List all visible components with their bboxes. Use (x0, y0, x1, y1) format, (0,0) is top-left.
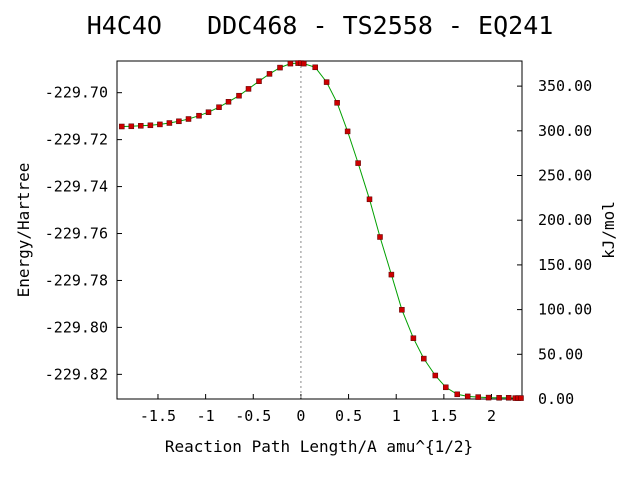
data-point (485, 394, 492, 401)
plot-area (119, 60, 524, 401)
data-point (496, 395, 502, 401)
x-tick-label: -0.5 (235, 407, 271, 425)
data-point (432, 372, 439, 379)
data-point (312, 64, 318, 71)
x-axis: -1.5 -1 -0.5 0 0.5 1 1.5 2 (140, 394, 496, 425)
data-point (344, 128, 351, 135)
data-point (505, 395, 512, 401)
y2-tick-label: 50.00 (538, 345, 583, 363)
y-axis-left: -229.70 -229.72 -229.74 -229.76 -229.78 -229.… (45, 84, 122, 383)
data-point (119, 123, 125, 130)
data-point (166, 120, 173, 126)
x-tick-label: 2 (487, 407, 496, 425)
y-axis-label: Energy/Hartree (14, 163, 33, 298)
y-tick-label: -229.82 (45, 365, 108, 383)
data-point (266, 71, 273, 77)
data-point (287, 60, 294, 67)
x-tick-label: 0 (296, 407, 305, 425)
data-point (388, 271, 395, 278)
data-point (464, 393, 471, 400)
data-point (216, 104, 222, 110)
y2-tick-label: 100.00 (538, 301, 592, 319)
data-point (196, 112, 202, 119)
data-point (185, 116, 192, 122)
data-point (256, 78, 262, 84)
data-point (157, 121, 163, 128)
data-point (334, 100, 340, 106)
data-point (421, 355, 427, 362)
data-point (128, 123, 135, 130)
y2-tick-label: 150.00 (538, 256, 592, 274)
y2-tick-label: 300.00 (538, 122, 592, 140)
data-point (176, 118, 182, 125)
data-point (454, 391, 460, 398)
data-point (377, 234, 383, 240)
x-axis-label: Reaction Path Length/A amu^{1/2} (165, 437, 473, 456)
chart-title: H4C4O DDC468 - TS2558 - EQ241 (87, 11, 554, 40)
y-tick-label: -229.72 (45, 131, 108, 149)
y-tick-label: -229.74 (45, 178, 108, 196)
data-point (277, 64, 283, 71)
y2-tick-label: 350.00 (538, 77, 592, 95)
data-point (245, 86, 252, 92)
y2-tick-label: 250.00 (538, 167, 592, 185)
data-point (399, 307, 405, 313)
data-point (475, 394, 481, 400)
y2-axis-label: kJ/mol (599, 201, 618, 259)
data-point (301, 60, 307, 67)
data-point (205, 109, 212, 115)
data-point (236, 92, 242, 99)
data-point (518, 395, 524, 401)
y2-tick-label: 200.00 (538, 211, 592, 229)
data-point (147, 122, 154, 129)
y-axis-right: 0.00 50.00 100.00 150.00 200.00 250.00 300.00 3… (517, 77, 592, 408)
x-tick-label: 1.5 (430, 407, 457, 425)
plot-frame (116, 60, 523, 400)
x-tick-label: 1 (392, 407, 401, 425)
x-tick-label: -1 (197, 407, 215, 425)
data-point (443, 384, 449, 391)
data-point (323, 79, 330, 85)
data-point (138, 123, 144, 129)
x-tick-label: 0.5 (335, 407, 362, 425)
data-point (410, 335, 417, 341)
y-tick-label: -229.70 (45, 84, 108, 102)
data-point (355, 160, 361, 166)
y2-tick-label: 0.00 (538, 390, 574, 408)
data-point (366, 196, 373, 203)
y-tick-label: -229.76 (45, 225, 108, 243)
series-line (121, 62, 521, 399)
y-tick-label: -229.78 (45, 271, 108, 289)
x-tick-label: -1.5 (140, 407, 176, 425)
data-point (225, 99, 232, 105)
y-tick-label: -229.80 (45, 318, 108, 336)
